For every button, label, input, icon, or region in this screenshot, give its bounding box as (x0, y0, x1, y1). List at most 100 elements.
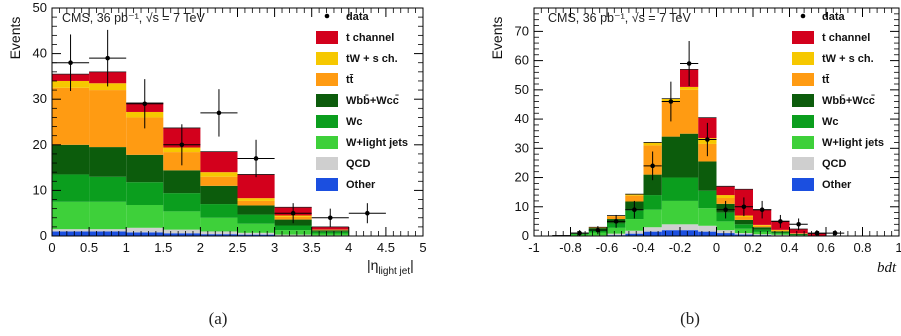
legend-swatch (316, 73, 338, 86)
bar-segment-other (52, 231, 90, 236)
data-point (570, 230, 589, 236)
data-point (52, 34, 90, 91)
legend-item-wc: Wc (316, 115, 363, 128)
y-tick-label: 70 (515, 23, 529, 38)
data-point (348, 203, 386, 224)
y-tick-label: 50 (515, 82, 529, 97)
legend-label: W+light jets (822, 137, 884, 149)
x-tick-label: 3 (271, 240, 278, 255)
bar-segment-t_channel (716, 186, 735, 196)
x-tick-label: 5 (419, 240, 426, 255)
x-tick-label: 2.5 (228, 240, 246, 255)
legend-label: t channel (346, 32, 394, 44)
y-tick-label: 10 (33, 182, 47, 197)
bar-segment-tW_s_ch (625, 194, 644, 196)
legend-label: Other (346, 179, 376, 191)
bar-segment-wbb (734, 219, 753, 225)
data-marker (613, 219, 619, 224)
legend-item-ttbar: tt̄ (316, 73, 354, 86)
bar-segment-wlight (753, 231, 772, 235)
x-tick-label: 1 (895, 240, 901, 255)
panel-caption: (b) (680, 309, 700, 328)
bar-segment-wlight (680, 200, 699, 225)
x-tick-label: -0.6 (596, 240, 618, 255)
bar-segment-wlight (661, 200, 680, 225)
legend-swatch (316, 52, 338, 65)
y-axis-label: Events (489, 17, 505, 60)
x-tick-label: 1.5 (154, 240, 172, 255)
legend-item-wbb: Wbb̄+Wcc̄ (316, 94, 399, 107)
data-point (274, 203, 312, 224)
legend-item-t_channel: t channel (792, 31, 870, 44)
y-tick-label: 30 (33, 91, 47, 106)
legend-item-tW_s_ch: tW + s ch. (792, 52, 874, 65)
bar-segment-wbb (126, 154, 164, 183)
y-tick-label: 20 (33, 137, 47, 152)
y-tick-label: 0 (40, 228, 47, 243)
bar-segment-other (625, 233, 644, 236)
data-marker (327, 215, 333, 221)
bar-segment-other (716, 233, 735, 236)
legend-label: t channel (822, 32, 870, 44)
legend-swatch (316, 115, 338, 128)
bar-segment-ttbar (753, 225, 772, 228)
data-point (661, 81, 680, 122)
data-point (625, 200, 644, 219)
legend-swatch (792, 178, 814, 191)
x-tick-label: 1 (123, 240, 130, 255)
data-marker (105, 55, 110, 61)
bar-segment-qcd (625, 230, 644, 234)
data-marker (741, 204, 747, 210)
bar-segment-wbb (753, 227, 772, 230)
bar-segment-wlight (89, 201, 127, 230)
data-marker (814, 230, 820, 236)
bar-segment-wbb (661, 136, 680, 178)
data-marker (796, 222, 801, 227)
bar-segment-wc (753, 229, 772, 232)
legend-swatch (792, 31, 814, 44)
bar-segment-wbb (643, 174, 662, 196)
legend-label: tt̄ (346, 74, 354, 86)
bar-segment-other (661, 230, 680, 236)
legend-swatch (316, 31, 338, 44)
data-point (89, 29, 127, 87)
bar-segment-qcd (753, 234, 772, 236)
legend-item-qcd: QCD (792, 157, 847, 170)
x-tick-label: -0.2 (669, 240, 691, 255)
bar-segment-qcd (698, 225, 717, 232)
legend-item-data: data (324, 11, 370, 23)
data-point (311, 208, 349, 227)
bar-segment-ttbar (52, 87, 90, 145)
bar-segment-other (643, 231, 662, 236)
y-tick-label: 10 (515, 199, 529, 214)
x-tick-label: 0.4 (780, 240, 798, 255)
legend-label: Wc (346, 116, 363, 128)
bar-segment-tW_s_ch (89, 83, 127, 91)
data-marker (577, 230, 582, 236)
bar-segment-wbb (789, 233, 808, 235)
bar-segment-tW_s_ch (237, 198, 275, 201)
y-axis-label: Events (7, 17, 23, 60)
bar-segment-other (200, 234, 238, 236)
bar-segment-other (734, 234, 753, 236)
panel-b: -1 -0.8 -0.6 -0.4 -0.2 0 0.2 0.4 0.6 0.8 101020304… (489, 7, 901, 328)
bar-segment-wc (52, 174, 90, 202)
bar-segment-t_channel (789, 228, 808, 234)
legend-data-marker (324, 13, 330, 19)
bar-segment-wlight (643, 209, 662, 228)
data-marker (253, 156, 259, 161)
legend-label: tW + s ch. (822, 53, 874, 65)
legend-item-other: Other (316, 178, 376, 191)
bar-segment-ttbar (200, 176, 238, 186)
legend-swatch (792, 136, 814, 149)
bar-segment-ttbar (680, 89, 699, 134)
x-tick-label: 3.5 (303, 240, 321, 255)
bar-segment-wlight (126, 204, 164, 228)
data-marker (595, 227, 601, 233)
data-point (753, 200, 772, 219)
legend-item-wbb: Wbb̄+Wcc̄ (792, 94, 875, 107)
x-tick-label: 0.8 (853, 240, 871, 255)
bar-segment-ttbar (625, 195, 644, 202)
legend-swatch (792, 115, 814, 128)
